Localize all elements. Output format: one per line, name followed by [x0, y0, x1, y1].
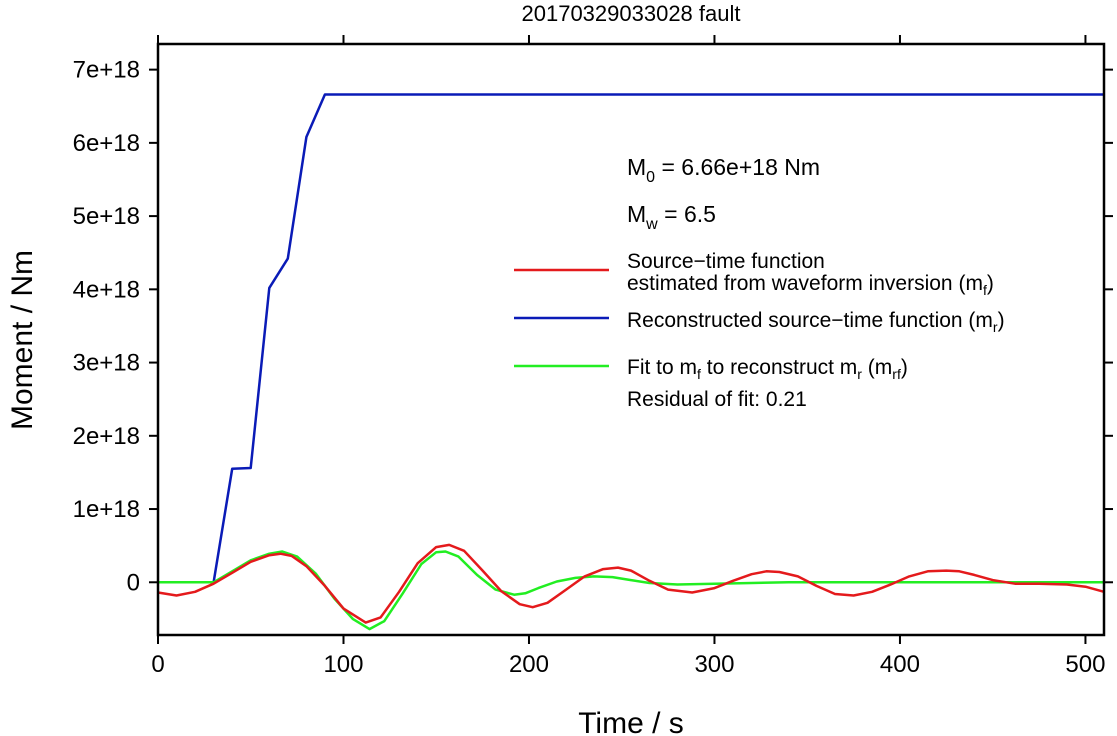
- seismic-moment-annotation: M0 = 6.66e+18 Nm: [627, 154, 820, 186]
- legend-label-mf-line2: estimated from waveform inversion (mf): [627, 272, 994, 298]
- legend-label-mr: Reconstructed source−time function (mr): [627, 309, 1005, 335]
- x-tick-label: 500: [1065, 651, 1105, 678]
- series-line-mr: [158, 93, 1104, 584]
- x-tick-label: 300: [694, 651, 734, 678]
- plot-frame: [156, 42, 1106, 637]
- y-tick-label: 6e+18: [73, 130, 140, 157]
- residual-annotation: Residual of fit: 0.21: [627, 388, 807, 411]
- x-tick-label: 100: [323, 651, 363, 678]
- x-tick-label: 200: [509, 651, 549, 678]
- legend-label-mrf: Fit to mf to reconstruct mr (mrf): [627, 356, 908, 382]
- y-tick-label: 7e+18: [73, 57, 140, 84]
- y-tick-label: 5e+18: [73, 203, 140, 230]
- x-tick-label: 400: [880, 651, 920, 678]
- chart-title: 20170329033028 fault: [522, 1, 741, 26]
- x-axis-title: Time / s: [578, 707, 684, 736]
- legend-label-mf-line1: Source−time function: [627, 250, 825, 273]
- moment-magnitude-annotation: Mw = 6.5: [627, 201, 716, 233]
- y-tick-label: 2e+18: [73, 423, 140, 450]
- series-line-mrf: [158, 550, 1104, 631]
- y-axis-title: Moment / Nm: [6, 250, 39, 430]
- y-tick-label: 0: [127, 569, 140, 596]
- data-series: [157, 93, 1105, 631]
- y-tick-label: 3e+18: [73, 350, 140, 377]
- legend: Source−time function estimated from wave…: [514, 250, 1005, 411]
- x-tick-labels: 0 100 200 300 400 500: [151, 651, 1105, 678]
- y-tick-label: 4e+18: [73, 276, 140, 303]
- series-line-mf: [157, 543, 1105, 624]
- y-tick-labels: 0 1e+18 2e+18 3e+18 4e+18 5e+18 6e+18 7e+18: [73, 57, 140, 597]
- y-tick-label: 1e+18: [73, 496, 140, 523]
- axis-ticks: [149, 35, 1113, 644]
- x-tick-label: 0: [151, 651, 164, 678]
